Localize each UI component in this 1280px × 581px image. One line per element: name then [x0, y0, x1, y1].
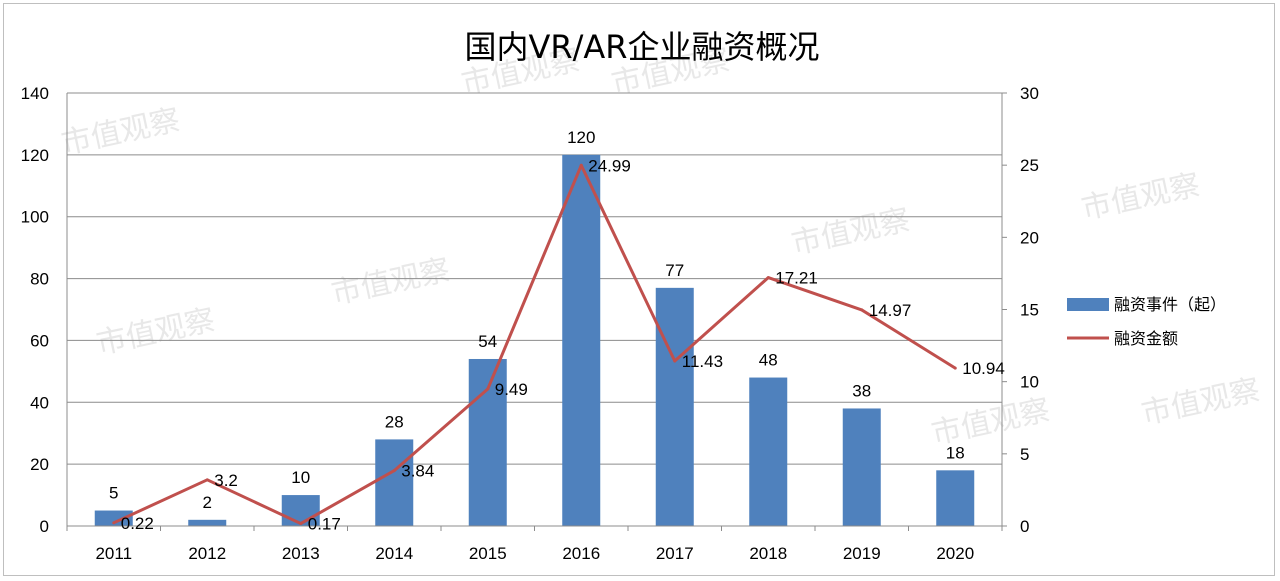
line-point: [486, 387, 490, 391]
x-tick-label: 2015: [469, 544, 507, 563]
y-left-tick-label: 140: [21, 84, 49, 103]
watermark-text: 市值观察: [328, 253, 453, 312]
line-value-label: 3.2: [214, 471, 238, 490]
bar-value-label: 38: [852, 381, 871, 400]
watermark-text: 市值观察: [1078, 168, 1203, 227]
watermark-text: 市值观察: [93, 303, 218, 362]
line-value-label: 3.84: [401, 462, 434, 481]
x-tick-label: 2012: [188, 544, 226, 563]
legend-swatch-bar: [1067, 298, 1109, 311]
bar: [281, 495, 320, 526]
chart-frame: 市值观察 市值观察 市值观察 市值观察 市值观察 市值观察 市值观察 市值观察 市值观察 国内V…: [3, 3, 1275, 576]
bar-series: [94, 154, 975, 526]
bar-value-label: 10: [291, 468, 310, 487]
y-left-tick-label: 60: [30, 331, 49, 350]
y-right-tick-label: 30: [1020, 84, 1039, 103]
bar: [188, 519, 227, 526]
line-value-label: 10.94: [962, 359, 1005, 378]
line-value-label: 11.43: [682, 352, 723, 371]
bar-value-label: 48: [759, 351, 778, 370]
bar: [655, 287, 694, 526]
x-tick-label: 2013: [282, 544, 320, 563]
x-tick-label: 2017: [656, 544, 694, 563]
data-labels: 5 2 10 28 54 120 77 48 38 18 0.22 3.2 0.17 3.84 9.49 24…: [109, 128, 1005, 534]
watermark-text: 市值观察: [58, 103, 183, 162]
y-left-tick-label: 100: [21, 208, 49, 227]
y-right-tick-label: 10: [1020, 373, 1039, 392]
line-value-label: 0.17: [308, 515, 341, 534]
bar: [562, 154, 601, 526]
legend-label-bar: 融资事件（起）: [1114, 295, 1226, 314]
y-right-tick-label: 20: [1020, 228, 1039, 247]
line-point: [860, 308, 864, 312]
x-tick-label: 2019: [843, 544, 881, 563]
line-point: [392, 469, 396, 473]
y-right-tick-label: 15: [1020, 301, 1039, 320]
line-value-label: 14.97: [869, 301, 912, 320]
y-left-tick-label: 0: [40, 517, 49, 536]
bar: [749, 377, 788, 526]
chart-title: 国内VR/AR企业融资概况: [464, 28, 819, 66]
x-tick-label: 2020: [936, 544, 974, 563]
y-left-tick-label: 40: [30, 393, 49, 412]
bar-value-label: 77: [665, 261, 684, 280]
line-point: [766, 276, 770, 280]
watermark-text: 市值观察: [788, 203, 913, 262]
x-tick-label: 2011: [95, 544, 132, 563]
line-path: [113, 163, 957, 526]
bar-value-label: 28: [385, 412, 404, 431]
y-right-tick-label: 0: [1020, 517, 1029, 536]
x-tick-label: 2014: [375, 544, 413, 563]
bar: [842, 408, 881, 526]
line-value-label: 17.21: [775, 269, 818, 288]
line-value-label: 0.22: [121, 514, 154, 533]
bar-value-label: 54: [478, 332, 497, 351]
y-left-tick-label: 80: [30, 270, 49, 289]
line-point: [299, 522, 303, 526]
line-series: [112, 163, 957, 526]
y-right-tick-label: 5: [1020, 445, 1029, 464]
x-tick-label: 2018: [749, 544, 787, 563]
bar: [375, 439, 414, 526]
line-value-label: 24.99: [588, 156, 631, 175]
watermark-text: 市值观察: [1138, 373, 1263, 432]
line-point: [953, 366, 957, 370]
x-tick-label: 2016: [562, 544, 600, 563]
line-value-label: 9.49: [495, 380, 528, 399]
line-point: [205, 478, 209, 482]
y-left-tick-label: 20: [30, 455, 49, 474]
bar-value-label: 5: [109, 484, 118, 503]
legend-label-line: 融资金额: [1114, 329, 1178, 348]
y-left-tick-label: 120: [21, 146, 49, 165]
bar: [94, 510, 133, 526]
bar-value-label: 2: [203, 493, 212, 512]
line-point: [579, 163, 583, 167]
line-point: [112, 521, 116, 525]
bar: [936, 470, 975, 526]
legend: 融资事件（起） 融资金额: [1067, 295, 1226, 348]
line-point: [673, 359, 677, 363]
y-right-tick-label: 25: [1020, 156, 1039, 175]
bar-value-label: 120: [567, 128, 595, 147]
bar-value-label: 18: [946, 443, 965, 462]
